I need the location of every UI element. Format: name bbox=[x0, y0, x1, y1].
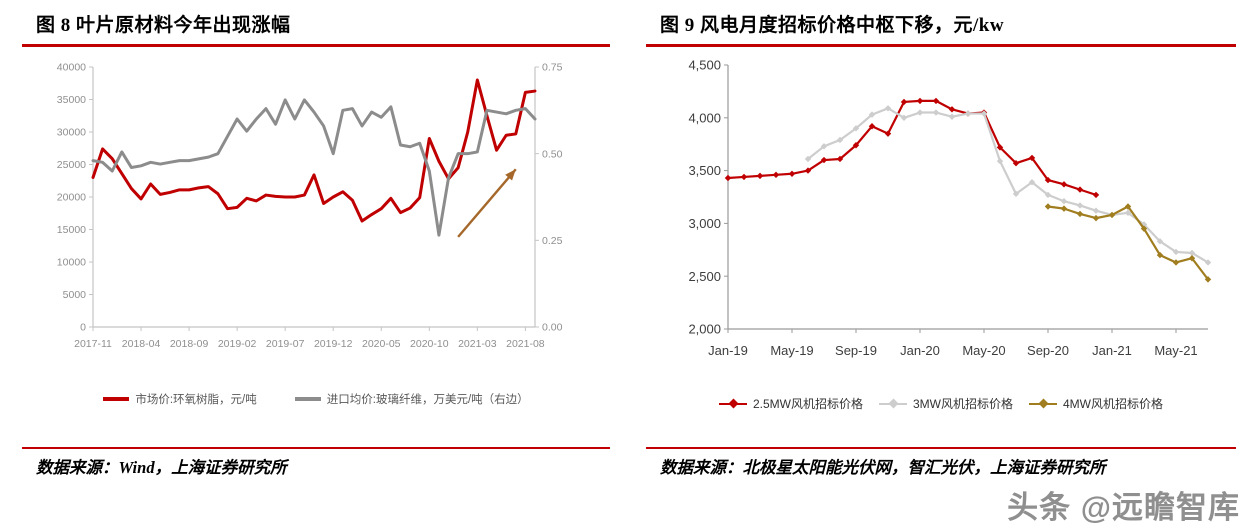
figure-8-title-rule bbox=[22, 44, 610, 47]
svg-text:2017-11: 2017-11 bbox=[74, 338, 112, 350]
legend-item-glass-fiber: 进口均价:玻璃纤维，万美元/吨（右边） bbox=[294, 391, 529, 407]
svg-text:4,500: 4,500 bbox=[688, 58, 721, 73]
svg-text:0: 0 bbox=[80, 322, 86, 334]
figure-9-chart-area: 2,000 2,500 3,000 3,500 4,000 4,500 Jan-19 May-… bbox=[646, 51, 1236, 393]
figure-8-chart-area: 0 5000 10000 15000 20000 25000 30000 35000 40000… bbox=[22, 51, 610, 389]
figure-8-footer: 数据来源：Wind，上海证券研究所 bbox=[22, 447, 610, 523]
svg-text:May-19: May-19 bbox=[770, 343, 813, 358]
turbine-3mw-marker bbox=[888, 398, 899, 409]
figure-9-source-note: 数据来源：北极星太阳能光伏网，智汇光伏，上海证券研究所 bbox=[660, 458, 1106, 477]
svg-text:2021-08: 2021-08 bbox=[506, 338, 545, 350]
svg-text:May-21: May-21 bbox=[1154, 343, 1197, 358]
svg-text:3,500: 3,500 bbox=[688, 163, 721, 178]
epoxy-resin-series-label: 市场价:环氧树脂，元/吨 bbox=[135, 394, 257, 406]
svg-text:2020-10: 2020-10 bbox=[410, 338, 449, 350]
svg-text:0.50: 0.50 bbox=[542, 148, 563, 160]
legend-item-epoxy-resin: 市场价:环氧树脂，元/吨 bbox=[103, 391, 257, 407]
figure-9-source-rule bbox=[646, 447, 1236, 449]
turbine-2-5mw-marker bbox=[728, 398, 739, 409]
svg-text:2,500: 2,500 bbox=[688, 269, 721, 284]
svg-text:Sep-20: Sep-20 bbox=[1027, 343, 1069, 358]
figure-8-title: 图 8 叶片原材料今年出现涨幅 bbox=[36, 15, 291, 36]
toutiao-watermark: 头条 @远瞻智库 bbox=[1007, 490, 1240, 523]
turbine-4mw-marker bbox=[1038, 398, 1049, 409]
svg-text:10000: 10000 bbox=[57, 257, 86, 269]
svg-text:2019-07: 2019-07 bbox=[266, 338, 305, 350]
svg-text:25000: 25000 bbox=[57, 159, 86, 171]
svg-text:30000: 30000 bbox=[57, 127, 86, 139]
glass-fiber-series-swatch bbox=[294, 397, 321, 401]
legend-item-4mw: 4MW风机招标价格 bbox=[1029, 395, 1163, 412]
legend-item-2-5mw: 2.5MW风机招标价格 bbox=[718, 395, 863, 412]
svg-text:2020-05: 2020-05 bbox=[362, 338, 401, 350]
legend-item-3mw: 3MW风机招标价格 bbox=[879, 395, 1013, 412]
figure-9-section: 图 9 风电月度招标价格中枢下移，元/kw 2,000 2,500 3,000 3,5… bbox=[646, 6, 1239, 523]
turbine-3mw-series-swatch bbox=[879, 398, 907, 409]
svg-text:0.00: 0.00 bbox=[542, 322, 563, 334]
svg-text:Jan-20: Jan-20 bbox=[900, 343, 940, 358]
svg-text:2021-03: 2021-03 bbox=[458, 338, 497, 350]
svg-text:4,000: 4,000 bbox=[688, 110, 721, 125]
svg-text:2019-12: 2019-12 bbox=[314, 338, 353, 350]
svg-text:2018-04: 2018-04 bbox=[122, 338, 161, 350]
svg-text:Sep-19: Sep-19 bbox=[835, 343, 877, 358]
svg-text:0.25: 0.25 bbox=[542, 235, 563, 247]
figure-9-footer: 数据来源：北极星太阳能光伏网，智汇光伏，上海证券研究所 头条 @远瞻智库 bbox=[646, 447, 1239, 523]
turbine-2-5mw-series-label: 2.5MW风机招标价格 bbox=[752, 397, 863, 411]
svg-text:Jan-19: Jan-19 bbox=[708, 343, 748, 358]
figure-8-legend: 市场价:环氧树脂，元/吨 进口均价:玻璃纤维，万美元/吨（右边） bbox=[22, 391, 610, 407]
svg-text:2019-02: 2019-02 bbox=[218, 338, 257, 350]
svg-text:May-20: May-20 bbox=[962, 343, 1005, 358]
figure-9-title-rule bbox=[646, 44, 1236, 47]
svg-text:3,000: 3,000 bbox=[688, 216, 721, 231]
svg-text:15000: 15000 bbox=[57, 224, 86, 236]
figure-8-section: 图 8 叶片原材料今年出现涨幅 0 5000 10000 15000 20000 2500… bbox=[22, 6, 610, 523]
svg-text:2018-09: 2018-09 bbox=[170, 338, 209, 350]
turbine-4mw-series-label: 4MW风机招标价格 bbox=[1063, 397, 1163, 411]
svg-text:5000: 5000 bbox=[63, 289, 87, 301]
glass-fiber-series-label: 进口均价:玻璃纤维，万美元/吨（右边） bbox=[326, 394, 529, 406]
figure-8-source-note: 数据来源：Wind，上海证券研究所 bbox=[36, 458, 287, 477]
svg-text:2,000: 2,000 bbox=[688, 322, 721, 337]
turbine-2-5mw-series-swatch bbox=[718, 398, 747, 409]
figure-8-source-rule bbox=[22, 447, 610, 449]
epoxy-resin-series-swatch bbox=[103, 397, 130, 401]
turbine-3mw-series-label: 3MW风机招标价格 bbox=[913, 397, 1013, 411]
svg-text:Jan-21: Jan-21 bbox=[1092, 343, 1132, 358]
figure-8-line-chart: 0 5000 10000 15000 20000 25000 30000 35000 40000… bbox=[57, 62, 563, 350]
figure-9-line-chart: 2,000 2,500 3,000 3,500 4,000 4,500 Jan-19 May-… bbox=[688, 58, 1212, 358]
svg-text:20000: 20000 bbox=[57, 192, 86, 204]
figure-9-title: 图 9 风电月度招标价格中枢下移，元/kw bbox=[660, 15, 1005, 36]
turbine-4mw-series-swatch bbox=[1029, 398, 1057, 409]
svg-text:0.75: 0.75 bbox=[542, 62, 563, 74]
svg-text:35000: 35000 bbox=[57, 94, 86, 106]
svg-text:40000: 40000 bbox=[57, 62, 86, 74]
figure-9-legend: 2.5MW风机招标价格 3MW风机招标价格 4MW风机招标价格 bbox=[646, 395, 1236, 412]
